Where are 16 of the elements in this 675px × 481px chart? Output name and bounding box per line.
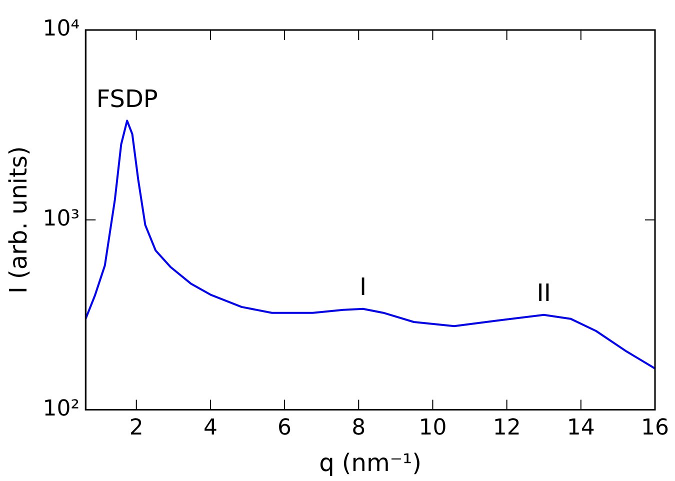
x-axis-title: q (nm⁻¹) (319, 448, 422, 477)
y-axis-title: I (arb. units) (4, 146, 33, 294)
x-tick-label: 2 (129, 416, 144, 441)
annotation: II (536, 279, 551, 308)
annotation: FSDP (96, 84, 158, 113)
x-tick-label: 12 (492, 416, 521, 441)
x-tick-label: 6 (278, 416, 292, 441)
x-tick-label: 16 (641, 416, 670, 441)
x-tick-label: 10 (418, 416, 447, 441)
annotation: I (360, 273, 367, 302)
y-tick-label: 10² (42, 396, 80, 422)
y-tick-label: 10⁴ (42, 16, 80, 42)
x-tick-label: 14 (566, 416, 595, 441)
x-tick-label: 4 (203, 416, 218, 441)
y-tick-label: 10³ (42, 206, 80, 232)
x-tick-label: 8 (352, 416, 366, 441)
